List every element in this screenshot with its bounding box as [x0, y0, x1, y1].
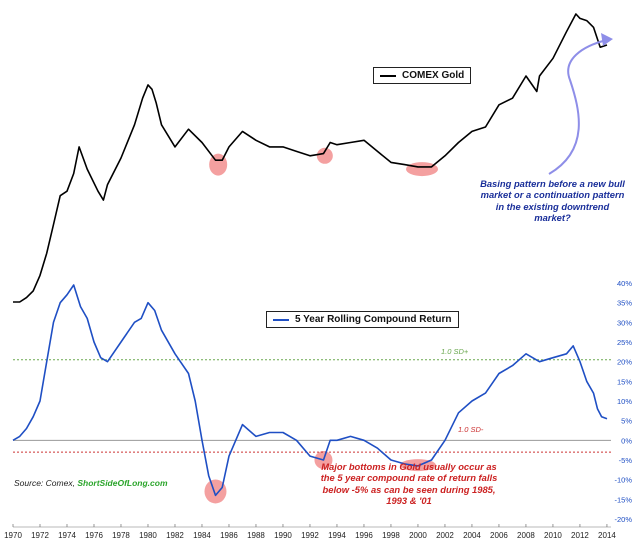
y-tick-label-11: -15%	[614, 495, 632, 504]
x-tick-label-1984: 1984	[193, 531, 211, 540]
y-tick-label-1: 35%	[617, 299, 632, 308]
y-tick-label-4: 20%	[617, 358, 632, 367]
x-tick-label-2010: 2010	[544, 531, 562, 540]
y-tick-label-8: 0%	[621, 436, 632, 445]
source-note: Source: Comex, ShortSideOfLong.com	[14, 478, 168, 488]
x-tick-label-2008: 2008	[517, 531, 535, 540]
gold-bottom-highlight-1	[316, 147, 333, 164]
x-axis: 1970 1972 1974 1976 1978 1980 1982 1984 1986 1988…	[4, 524, 616, 540]
x-tick-label-1982: 1982	[166, 531, 184, 540]
source-brand: ShortSideOfLong.com	[77, 478, 168, 488]
return-legend-swatch	[273, 318, 289, 321]
series-lines	[12, 13, 608, 497]
y-axis: 40% 35% 30% 25% 20% 15% 10% 5% 0% -5% -10% -15% -20%	[614, 279, 632, 524]
y-tick-label-9: -5%	[619, 456, 633, 465]
x-tick-label-2006: 2006	[490, 531, 508, 540]
bottoms-annotation: Major bottoms in Gold usually occur as t…	[320, 461, 498, 507]
x-tick-label-1990: 1990	[274, 531, 292, 540]
y-tick-label-6: 10%	[617, 397, 632, 406]
x-tick-label-2004: 2004	[463, 531, 481, 540]
x-tick-label-1998: 1998	[382, 531, 400, 540]
basing-arrow-head	[601, 33, 613, 46]
return-bottom-highlight-0	[204, 479, 227, 504]
x-tick-label-1978: 1978	[112, 531, 130, 540]
x-tick-label-1988: 1988	[247, 531, 265, 540]
reference-lines	[13, 359, 611, 453]
x-tick-label-1996: 1996	[355, 531, 373, 540]
return-legend-label: 5 Year Rolling Compound Return	[295, 314, 452, 325]
x-tick-label-1986: 1986	[220, 531, 238, 540]
source-prefix: Source: Comex,	[14, 478, 75, 488]
x-tick-label-1980: 1980	[139, 531, 157, 540]
y-tick-label-5: 15%	[617, 377, 632, 386]
x-tick-label-2012: 2012	[571, 531, 589, 540]
return-series-line	[12, 284, 608, 497]
sd-minus-label: 1.0 SD-	[458, 425, 484, 434]
gold-legend-swatch	[380, 74, 396, 77]
y-tick-label-3: 25%	[617, 338, 632, 347]
x-tick-label-1970: 1970	[4, 531, 22, 540]
x-tick-label-1974: 1974	[58, 531, 76, 540]
x-tick-label-1976: 1976	[85, 531, 103, 540]
y-tick-label-7: 5%	[621, 417, 632, 426]
gold-legend: COMEX Gold	[373, 67, 472, 84]
x-tick-label-2000: 2000	[409, 531, 427, 540]
y-tick-label-2: 30%	[617, 318, 632, 327]
gold-legend-label: COMEX Gold	[402, 70, 465, 81]
gold-bottom-highlight-2	[406, 162, 439, 177]
annotation-arrow	[548, 33, 613, 175]
return-legend: 5 Year Rolling Compound Return	[266, 311, 459, 328]
basing-annotation: Basing pattern before a new bull market …	[480, 178, 625, 224]
basing-arrow-curve	[548, 39, 608, 175]
x-tick-label-2014: 2014	[598, 531, 616, 540]
sd-plus-label: 1.0 SD+	[441, 347, 469, 356]
y-tick-label-0: 40%	[617, 279, 632, 288]
gold-series-line	[13, 13, 608, 303]
x-tick-label-1992: 1992	[301, 531, 319, 540]
x-tick-label-1994: 1994	[328, 531, 346, 540]
y-tick-label-10: -10%	[614, 476, 632, 485]
x-tick-label-2002: 2002	[436, 531, 454, 540]
y-tick-label-12: -20%	[614, 515, 632, 524]
x-tick-label-1972: 1972	[31, 531, 49, 540]
